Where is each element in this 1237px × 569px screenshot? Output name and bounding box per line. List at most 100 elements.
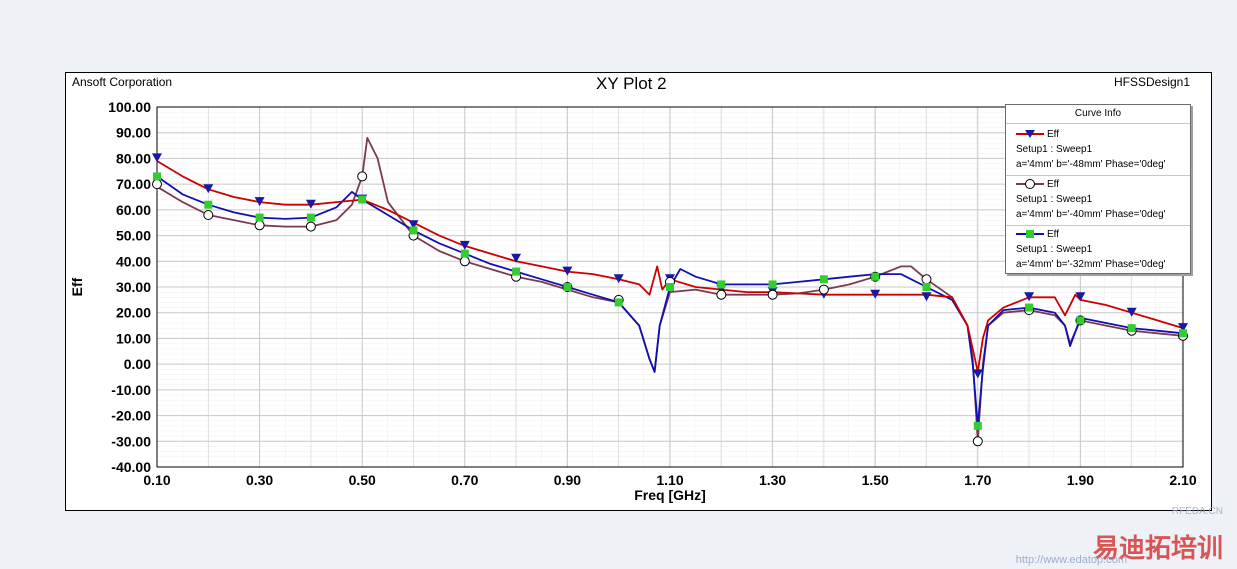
x-tick-label: 0.70 [451,472,478,488]
data-point-circle [818,284,829,295]
legend-setup-3: Setup1 : Sweep1 [1016,244,1093,255]
data-point-triangle [1178,323,1188,333]
y-tick-label: -30.00 [111,433,151,449]
data-point-square [1179,329,1187,338]
y-tick-label: 10.00 [116,330,151,346]
data-point-triangle [972,369,983,379]
x-tick-label: 2.10 [1169,472,1196,488]
data-point-triangle [1126,307,1137,317]
x-tick-label: 1.70 [964,472,991,488]
series-line-3 [156,175,1184,427]
legend-swatch-2 [1016,179,1044,189]
data-point-triangle [305,199,316,209]
data-point-square [460,249,469,258]
series-line-1 [156,160,1184,373]
data-point-triangle [203,184,214,194]
data-point-square [512,267,521,276]
y-tick-label: 70.00 [116,176,151,192]
x-axis-label: Freq [GHz] [634,487,706,503]
design-label: HFSSDesign1 [1114,75,1191,89]
data-point-circle [921,274,932,285]
data-point-triangle [1024,292,1035,302]
legend-entry-3[interactable]: Eff Setup1 : Sweep1 a='4mm' b='-32mm' Ph… [1006,225,1190,275]
legend-title: Curve Info [1074,108,1122,119]
data-point-square [666,283,674,291]
y-tick-label: 60.00 [116,202,151,218]
x-tick-label: 1.50 [862,472,889,488]
legend-divider [1006,123,1190,124]
data-point-square [153,172,161,181]
data-point-square [768,280,777,289]
watermark-brand: 易迪拓培训 [1092,533,1223,563]
data-point-triangle [511,253,522,263]
legend-setup-2: Setup1 : Sweep1 [1016,194,1093,205]
x-tick-label: 0.90 [554,472,581,488]
data-point-triangle [921,292,932,302]
data-point-square [255,213,264,222]
y-tick-label: 50.00 [116,228,151,244]
y-tick-label: 90.00 [116,125,151,141]
x-tick-label: 1.30 [759,472,786,488]
legend-name-3: Eff [1047,229,1060,240]
y-tick-label: 80.00 [116,150,151,166]
legend-vars-3: a='4mm' b='-32mm' Phase='0deg' [1016,259,1166,270]
legend-name-1: Eff [1047,129,1060,140]
x-tick-label: 1.90 [1067,472,1094,488]
data-point-triangle [408,220,419,230]
y-tick-label: 40.00 [116,253,151,269]
legend-entry-2[interactable]: Eff Setup1 : Sweep1 a='4mm' b='-40mm' Ph… [1006,175,1190,225]
curve-info-legend[interactable]: Curve Info Eff Setup1 : Sweep1 a='4mm' b… [1005,104,1191,274]
data-point-triangle [1075,292,1086,302]
data-point-square [871,272,880,281]
data-point-square [614,298,623,307]
y-tick-label: 100.00 [108,99,151,115]
data-point-square [819,275,828,284]
y-axis-label: Eff [69,277,85,296]
data-point-triangle [562,266,573,276]
watermark-url: http://www.edatop.com [1015,554,1127,566]
data-point-triangle [613,274,624,284]
data-point-square [306,213,315,222]
legend-swatch-1 [1016,130,1044,138]
data-point-square [409,226,418,235]
x-tick-label: 1.10 [656,472,683,488]
data-point-triangle [459,240,470,250]
watermark-logo: RFEDA.CN [1171,506,1223,517]
data-point-circle [357,171,368,182]
y-tick-label: 0.00 [124,356,151,372]
data-point-triangle [254,197,265,207]
data-point-square [717,280,726,289]
legend-entry-1[interactable]: Eff Setup1 : Sweep1 a='4mm' b='-48mm' Ph… [1006,125,1190,175]
legend-vars-2: a='4mm' b='-40mm' Phase='0deg' [1016,209,1166,220]
y-tick-label: 20.00 [116,305,151,321]
data-point-square [1076,316,1085,325]
markers-group [152,153,1188,447]
plot-area-border [156,106,1184,468]
data-point-circle [716,289,727,300]
x-tick-label: 0.10 [143,472,170,488]
data-point-circle [152,179,162,190]
legend-divider [1006,175,1190,176]
data-point-triangle [870,289,881,299]
data-point-circle [305,221,316,232]
plot-title: XY Plot 2 [596,74,667,93]
y-tick-label: 30.00 [116,279,151,295]
x-tick-label: 0.30 [246,472,273,488]
company-label: Ansoft Corporation [72,75,173,89]
y-tick-label: -10.00 [111,382,151,398]
axes: 0.10 0.30 0.50 0.70 0.90 1.10 1.30 1.50 1.70 1.90… [108,99,1197,488]
legend-divider [1006,225,1190,226]
legend-setup-1: Setup1 : Sweep1 [1016,144,1093,155]
x-tick-label: 0.50 [349,472,376,488]
data-point-circle [254,220,265,231]
data-point-square [563,283,572,291]
data-point-square [1127,324,1136,333]
data-point-circle [203,210,214,220]
data-point-square [204,200,213,209]
data-point-triangle [152,153,162,163]
data-point-square [922,283,931,291]
data-point-circle [459,256,470,267]
data-point-circle [972,436,983,447]
data-point-circle [767,289,778,300]
